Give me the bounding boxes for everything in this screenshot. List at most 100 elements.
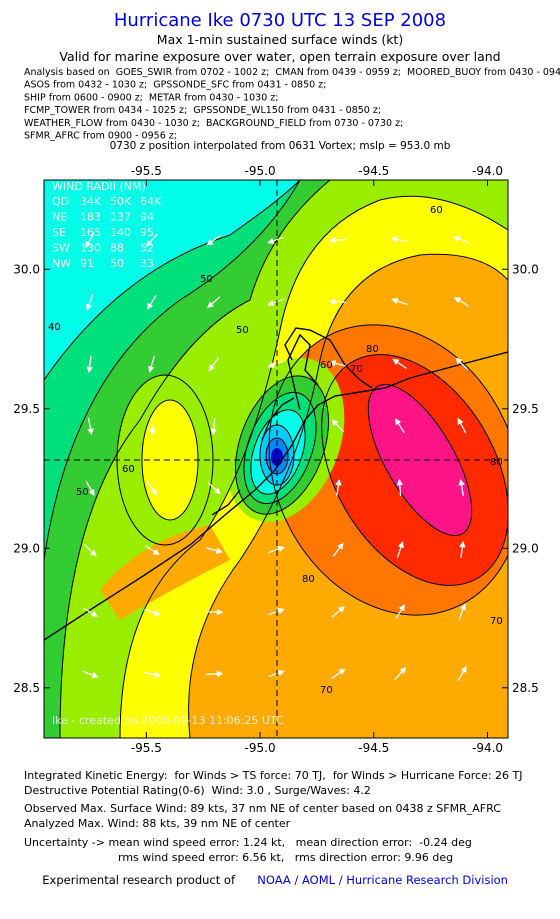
- wind-vector: [328, 236, 347, 244]
- wind-vector: [331, 668, 346, 680]
- wind-radii-cell: 34K: [80, 195, 102, 208]
- wind-vector: [207, 296, 221, 309]
- source-line: SHIP from 0600 - 0900 z; METAR from 0430…: [24, 92, 278, 103]
- wind-radii-cell: NW: [52, 257, 71, 270]
- wind-vector: [335, 478, 342, 497]
- wind-vector: [149, 417, 156, 436]
- x-tick-label: -94.5: [358, 164, 389, 178]
- watermark: Ike - created on 2008-09-13 11:06:25 UTC: [52, 714, 284, 727]
- wind-radii-cell: 94: [140, 211, 154, 224]
- source-line: Analysis based on GOES_SWIR from 0702 - …: [24, 67, 560, 78]
- y-tick-label: 28.5: [13, 681, 40, 695]
- credit: Experimental research product of NOAA / …: [24, 873, 519, 887]
- position-note: 0730 z position interpolated from 0631 V…: [110, 140, 451, 152]
- wind-vector: [396, 541, 404, 558]
- wind-vector: [268, 546, 285, 554]
- wind-radii-cell: 52: [140, 242, 154, 255]
- wind-radii-table: WIND RADII (NM) QD 34K 50K 64K NE 183 137 94 SE 1…: [52, 180, 162, 270]
- wind-vector: [331, 419, 345, 433]
- wind-vector: [146, 481, 158, 496]
- wind-vector: [395, 604, 406, 620]
- contour-line: [234, 375, 330, 515]
- wind-radii-cell: 33: [140, 257, 154, 270]
- y-tick-label: 30.0: [512, 262, 539, 276]
- wind-radii-cell: 140: [110, 226, 131, 239]
- wind-vector: [394, 667, 407, 681]
- wind-vector: [206, 547, 224, 554]
- axes: -95.5 -95.5 -95.0 -95.0 -94.5 -94.5 -94.0 -94.0…: [13, 164, 538, 755]
- wind-vector: [268, 670, 285, 678]
- y-tick-label: 30.0: [13, 262, 40, 276]
- wind-vector: [206, 234, 221, 246]
- wind-radii-cell: 183: [80, 211, 101, 224]
- y-tick-label: 28.5: [512, 681, 539, 695]
- wind-vector: [83, 543, 97, 557]
- x-tick-label: -95.5: [131, 741, 162, 755]
- contour-label: 80: [490, 457, 503, 468]
- credit-text: Experimental research product of: [42, 873, 236, 887]
- x-tick-label: -94.0: [472, 741, 503, 755]
- source-line: FCMP_TOWER from 0434 - 1025 z; GPSSONDE_…: [24, 105, 381, 116]
- wind-vector: [328, 360, 346, 367]
- x-tick-label: -94.5: [358, 741, 389, 755]
- footer-line: Integrated Kinetic Energy: for Winds > T…: [24, 769, 523, 782]
- wind-radii-title: WIND RADII (NM): [52, 180, 146, 193]
- wind-radii-cell: SE: [52, 226, 66, 239]
- contour-label: 50: [76, 487, 89, 498]
- contour-line: [268, 324, 508, 616]
- wind-radii-cell: NE: [52, 211, 67, 224]
- contour-line: [188, 253, 508, 738]
- contour-label: 50: [200, 274, 213, 285]
- contour-label: 60: [122, 464, 135, 475]
- wind-vector: [87, 418, 94, 436]
- footer: Integrated Kinetic Energy: for Winds > T…: [24, 769, 523, 864]
- wind-vector: [268, 608, 285, 616]
- contour-line: [367, 383, 473, 537]
- wind-vectors: [82, 232, 470, 682]
- wind-vector: [328, 298, 347, 306]
- wind-vector: [332, 542, 344, 557]
- wind-vector: [390, 236, 408, 243]
- footer-line: Analyzed Max. Wind: 88 kts, 39 nm NE of …: [24, 817, 291, 830]
- source-line: SFMR_AFRC from 0900 - 0956 z;: [24, 131, 177, 142]
- wind-vector: [85, 294, 94, 311]
- hrd-link[interactable]: NOAA / AOML / Hurricane Research Divisio…: [257, 873, 508, 887]
- y-tick-label: 29.0: [512, 541, 539, 555]
- wind-radii-cell: 137: [110, 211, 131, 224]
- wind-radii-cell: 91: [80, 257, 94, 270]
- contour-line: [44, 180, 301, 381]
- x-tick-label: -95.0: [245, 164, 276, 178]
- contour-fill: [100, 525, 230, 620]
- contour-label: 70: [350, 364, 363, 375]
- source-list: Analysis based on GOES_SWIR from 0702 - …: [24, 67, 560, 142]
- wind-vector: [267, 298, 284, 307]
- contour-line: [250, 409, 306, 495]
- plot-frame: [43, 179, 509, 739]
- wind-vector: [458, 603, 467, 620]
- footer-line: Uncertainty -> mean wind speed error: 1.…: [24, 836, 472, 849]
- wind-vector: [455, 357, 469, 371]
- footer-line: rms wind speed error: 6.56 kt, rms direc…: [118, 851, 453, 864]
- wind-radii-cell: QD: [52, 195, 69, 208]
- contour-label: 40: [48, 322, 61, 333]
- wind-vector: [454, 297, 470, 307]
- wind-vector: [396, 478, 404, 497]
- wind-radii-cell: 64K: [140, 195, 162, 208]
- contour-line: [243, 391, 317, 505]
- wind-vector: [85, 232, 95, 249]
- wind-vector: [144, 671, 162, 678]
- wind-vector: [144, 608, 161, 616]
- contour-label: 60: [430, 205, 443, 216]
- wind-vector: [394, 418, 405, 434]
- wind-radii-cell: SW: [52, 242, 70, 255]
- title: Hurricane Ike 0730 UTC 13 SEP 2008: [114, 10, 446, 31]
- contour-label: 50: [236, 325, 249, 336]
- contour-line: [44, 180, 301, 561]
- x-tick-label: -95.5: [131, 164, 162, 178]
- wind-vector: [208, 357, 220, 372]
- wind-vector: [210, 417, 217, 436]
- wind-radii-cell: 50: [110, 257, 124, 270]
